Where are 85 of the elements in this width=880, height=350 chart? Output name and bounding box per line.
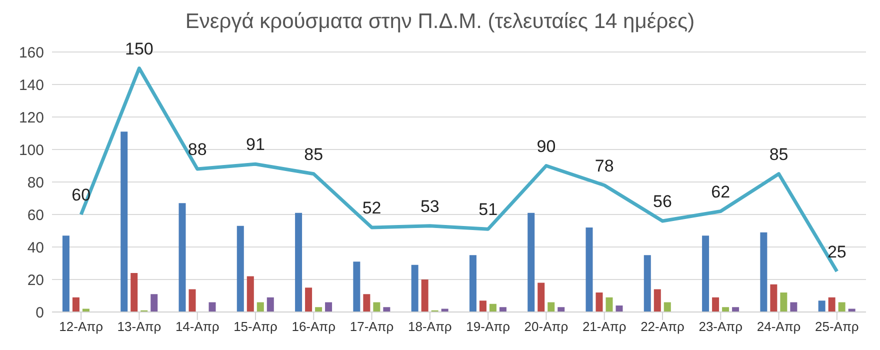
bar [644,255,651,312]
x-tick-label: 13-Απρ [117,319,162,334]
bar [818,300,826,312]
y-tick-label: 100 [18,142,44,159]
bar [722,307,730,312]
data-label: 91 [246,135,265,154]
data-label: 53 [420,196,440,216]
bar [586,228,593,312]
bar [62,236,70,312]
data-label: 52 [362,198,382,218]
x-tick-label: 19-Απρ [466,319,510,334]
x-tick-label: 20-Απρ [524,319,568,334]
data-label: 56 [653,192,672,211]
bar [178,203,186,312]
y-tick-label: 160 [18,44,44,62]
bar [838,302,846,312]
bar [499,307,506,312]
y-tick-label: 80 [27,174,44,192]
bar [353,262,360,312]
data-label: 78 [594,156,614,176]
bar [305,288,312,312]
bar [72,297,80,312]
x-tick-label: 12-Απρ [59,319,103,334]
bar [130,273,138,312]
bar [760,232,768,312]
x-tick-label: 22-Απρ [640,319,684,334]
data-label: 62 [711,182,730,202]
bar [664,302,671,312]
bar [266,297,274,312]
bar [596,292,603,312]
bar [528,212,535,312]
y-tick-label: 120 [18,109,44,126]
x-tick-label: 25-Απρ [815,319,859,334]
bar [383,307,390,312]
x-tick-label: 14-Απρ [175,319,220,334]
data-label: 150 [125,39,154,58]
x-tick-label: 21-Απρ [582,319,626,334]
bar [780,292,788,312]
data-label: 85 [769,144,788,164]
bar [489,304,496,312]
data-label: 90 [536,136,556,156]
bar [363,294,370,312]
bar [548,302,555,312]
y-tick-label: 60 [27,206,44,224]
bar [120,132,128,312]
x-tick-label: 18-Απρ [408,319,452,334]
bar [411,264,418,312]
bar [770,284,778,312]
data-label: 85 [304,144,324,164]
data-label: 88 [188,140,207,159]
x-tick-label: 16-Απρ [292,319,336,334]
x-tick-label: 24-Απρ [756,319,801,334]
bar [606,297,613,312]
data-label: 25 [827,242,846,262]
chart-title: Ενεργά κρούσματα στην Π.Δ.Μ. (τελευταίες 14 ημέρες) [184,9,696,35]
bar [150,294,158,312]
bar [654,289,661,312]
bar [246,276,254,312]
bar [732,307,740,312]
y-tick-label: 20 [27,272,44,289]
bar [538,282,545,312]
bar [712,297,720,312]
bar [469,255,476,312]
x-tick-label: 15-Απρ [234,319,278,334]
y-tick-label: 0 [36,304,44,322]
bar [616,306,623,312]
bar [373,302,380,312]
bar [188,289,196,312]
bar [479,300,486,312]
bar [315,307,322,312]
bar [295,212,302,312]
bar [558,307,565,312]
bar [702,236,710,312]
y-tick-label: 40 [27,239,44,256]
bar [208,302,216,312]
bar [256,302,264,312]
bar [421,280,428,312]
bar [236,226,244,312]
bar [790,302,798,312]
x-tick-label: 17-Απρ [350,319,394,334]
x-tick-label: 23-Απρ [698,319,743,334]
y-tick-label: 140 [18,76,44,94]
data-label: 51 [478,200,498,220]
bar [828,297,836,312]
bar [325,302,332,312]
